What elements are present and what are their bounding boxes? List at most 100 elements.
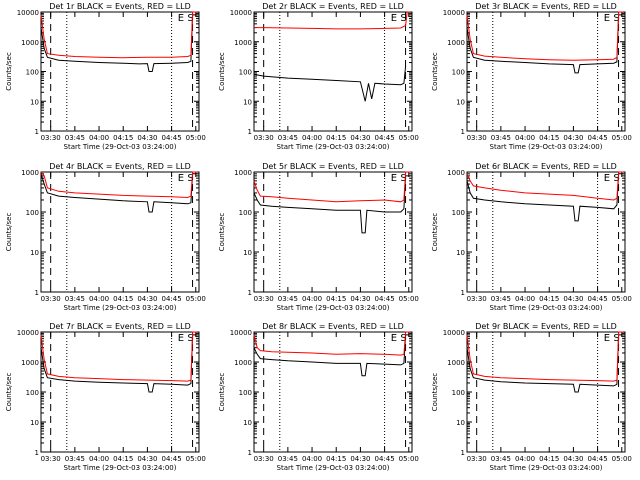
series-line-lld [254, 11, 411, 30]
x-tick-label: 03:30 [254, 134, 274, 142]
marker-letter: S [187, 13, 193, 24]
y-tick-label: 1 [248, 289, 252, 297]
panel-det-5: Det 5r BLACK = Events, RED = LLD 1 10 100 10… [218, 162, 419, 312]
y-tick-label: 100 [452, 389, 465, 397]
x-tick-label: 03:45 [65, 134, 85, 142]
y-tick-label: 1 [35, 128, 39, 136]
series-line-events [40, 14, 198, 72]
x-tick-label: 03:45 [491, 134, 511, 142]
y-tick-label: 10000 [17, 329, 39, 337]
y-tick-label: 10 [456, 249, 465, 257]
panel-det-1: Det 1r BLACK = Events, RED = LLD 1 10 100 10… [5, 2, 206, 151]
y-tick-label: 10 [30, 419, 39, 427]
y-tick-label: 100 [452, 209, 465, 217]
y-tick-label: 1 [461, 128, 465, 136]
x-tick-label: 05:00 [612, 455, 632, 463]
marker-letter: S [400, 13, 406, 24]
x-tick-label: 04:30 [137, 455, 157, 463]
marker-letter: S [400, 173, 406, 184]
x-axis-label: Start Time (29-Oct-03 03:24:00) [490, 143, 603, 151]
panel-det-7: Det 7r BLACK = Events, RED = LLD 1 10 100 10… [5, 322, 206, 472]
y-tick-label: 1 [35, 449, 39, 457]
plot-frame [253, 171, 413, 293]
x-tick-label: 03:45 [65, 455, 85, 463]
panel-title: Det 4r BLACK = Events, RED = LLD [49, 162, 191, 171]
y-axis-label: Counts/sec [5, 213, 13, 252]
y-tick-label: 100 [26, 389, 39, 397]
marker-letter: E [391, 333, 397, 344]
panel-title: Det 7r BLACK = Events, RED = LLD [49, 322, 191, 331]
series-line-lld [40, 171, 198, 199]
x-axis-label: Start Time (29-Oct-03 03:24:00) [277, 304, 390, 312]
panel-det-2: Det 2r BLACK = Events, RED = LLD 1 10 100 10… [218, 2, 419, 151]
x-tick-label: 04:15 [326, 295, 346, 303]
y-tick-label: 1000 [21, 359, 39, 367]
x-axis-label: Start Time (29-Oct-03 03:24:00) [64, 143, 177, 151]
x-tick-label: 03:30 [41, 134, 61, 142]
x-tick-label: 04:00 [515, 295, 535, 303]
y-tick-label: 1000 [234, 39, 252, 47]
y-tick-label: 100 [239, 69, 252, 77]
x-tick-label: 04:15 [113, 134, 133, 142]
marker-letter: E [178, 333, 184, 344]
plot-frame [40, 331, 200, 453]
plot-frame [466, 11, 626, 132]
x-tick-label: 04:45 [587, 134, 607, 142]
x-tick-label: 04:45 [374, 455, 394, 463]
marker-letter: S [613, 173, 619, 184]
x-tick-label: 04:15 [326, 134, 346, 142]
y-axis-label: Counts/sec [218, 213, 226, 252]
y-tick-label: 1 [35, 289, 39, 297]
y-tick-label: 100 [26, 69, 39, 77]
y-tick-label: 100 [26, 209, 39, 217]
x-tick-label: 04:30 [350, 455, 370, 463]
y-tick-label: 1000 [234, 169, 252, 177]
x-tick-label: 05:00 [186, 134, 206, 142]
marker-letter: S [187, 333, 193, 344]
x-tick-label: 04:00 [89, 455, 109, 463]
series-line-events [466, 334, 624, 393]
x-tick-label: 04:45 [374, 134, 394, 142]
x-tick-label: 04:00 [89, 295, 109, 303]
x-tick-label: 04:45 [587, 455, 607, 463]
series-line-events [40, 334, 198, 393]
x-tick-label: 03:45 [491, 295, 511, 303]
y-axis-label: Counts/sec [5, 373, 13, 412]
x-axis-label: Start Time (29-Oct-03 03:24:00) [490, 464, 603, 472]
x-tick-label: 04:30 [350, 295, 370, 303]
y-tick-label: 1000 [447, 39, 465, 47]
y-tick-label: 1000 [447, 169, 465, 177]
panel-title: Det 8r BLACK = Events, RED = LLD [262, 322, 404, 331]
marker-letter: S [187, 173, 193, 184]
marker-letter: E [391, 13, 397, 24]
y-axis-label: Counts/sec [218, 373, 226, 412]
x-tick-label: 04:30 [563, 134, 583, 142]
y-tick-label: 100 [452, 69, 465, 77]
panel-title: Det 5r BLACK = Events, RED = LLD [262, 162, 404, 171]
plot-frame [253, 11, 413, 132]
y-axis-label: Counts/sec [5, 52, 13, 91]
x-tick-label: 04:00 [515, 455, 535, 463]
x-axis-label: Start Time (29-Oct-03 03:24:00) [277, 143, 390, 151]
x-tick-label: 04:30 [563, 295, 583, 303]
plot-frame [253, 331, 413, 453]
marker-letter: E [604, 173, 610, 184]
y-tick-label: 1000 [447, 359, 465, 367]
x-axis-label: Start Time (29-Oct-03 03:24:00) [277, 464, 390, 472]
y-tick-label: 1000 [21, 169, 39, 177]
y-tick-label: 10 [30, 98, 39, 106]
x-tick-label: 04:00 [302, 455, 322, 463]
marker-letter: E [178, 13, 184, 24]
y-tick-label: 10 [456, 419, 465, 427]
panel-title: Det 6r BLACK = Events, RED = LLD [475, 162, 617, 171]
x-axis-label: Start Time (29-Oct-03 03:24:00) [64, 464, 177, 472]
y-tick-label: 10 [243, 98, 252, 106]
y-tick-label: 10 [456, 98, 465, 106]
x-tick-label: 05:00 [399, 134, 419, 142]
y-tick-label: 1 [461, 289, 465, 297]
x-tick-label: 04:15 [539, 295, 559, 303]
marker-letter: S [400, 333, 406, 344]
plot-frame [40, 171, 200, 293]
series-line-lld [40, 11, 198, 59]
